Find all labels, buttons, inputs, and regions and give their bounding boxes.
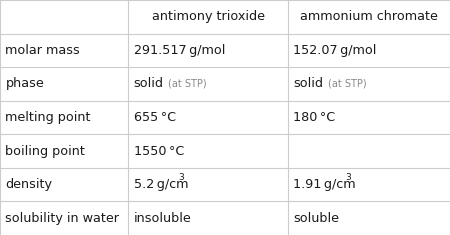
Text: 180 °C: 180 °C <box>293 111 336 124</box>
Text: ammonium chromate: ammonium chromate <box>300 10 438 23</box>
Text: solid: solid <box>293 77 324 90</box>
Text: boiling point: boiling point <box>5 145 86 158</box>
Text: density: density <box>5 178 52 191</box>
Text: 291.517 g/mol: 291.517 g/mol <box>134 44 225 57</box>
Text: melting point: melting point <box>5 111 91 124</box>
Text: 1.91 g/cm: 1.91 g/cm <box>293 178 356 191</box>
Text: insoluble: insoluble <box>134 212 191 225</box>
Text: 5.2 g/cm: 5.2 g/cm <box>134 178 188 191</box>
Text: molar mass: molar mass <box>5 44 80 57</box>
Text: 3: 3 <box>345 173 351 182</box>
Text: solid: solid <box>134 77 164 90</box>
Text: phase: phase <box>5 77 44 90</box>
Text: antimony trioxide: antimony trioxide <box>152 10 265 23</box>
Text: (at STP): (at STP) <box>166 79 207 89</box>
Text: 3: 3 <box>179 173 184 182</box>
Text: (at STP): (at STP) <box>326 79 366 89</box>
Text: 1550 °C: 1550 °C <box>134 145 184 158</box>
Text: 655 °C: 655 °C <box>134 111 176 124</box>
Text: 152.07 g/mol: 152.07 g/mol <box>293 44 377 57</box>
Text: solubility in water: solubility in water <box>5 212 119 225</box>
Text: soluble: soluble <box>293 212 339 225</box>
